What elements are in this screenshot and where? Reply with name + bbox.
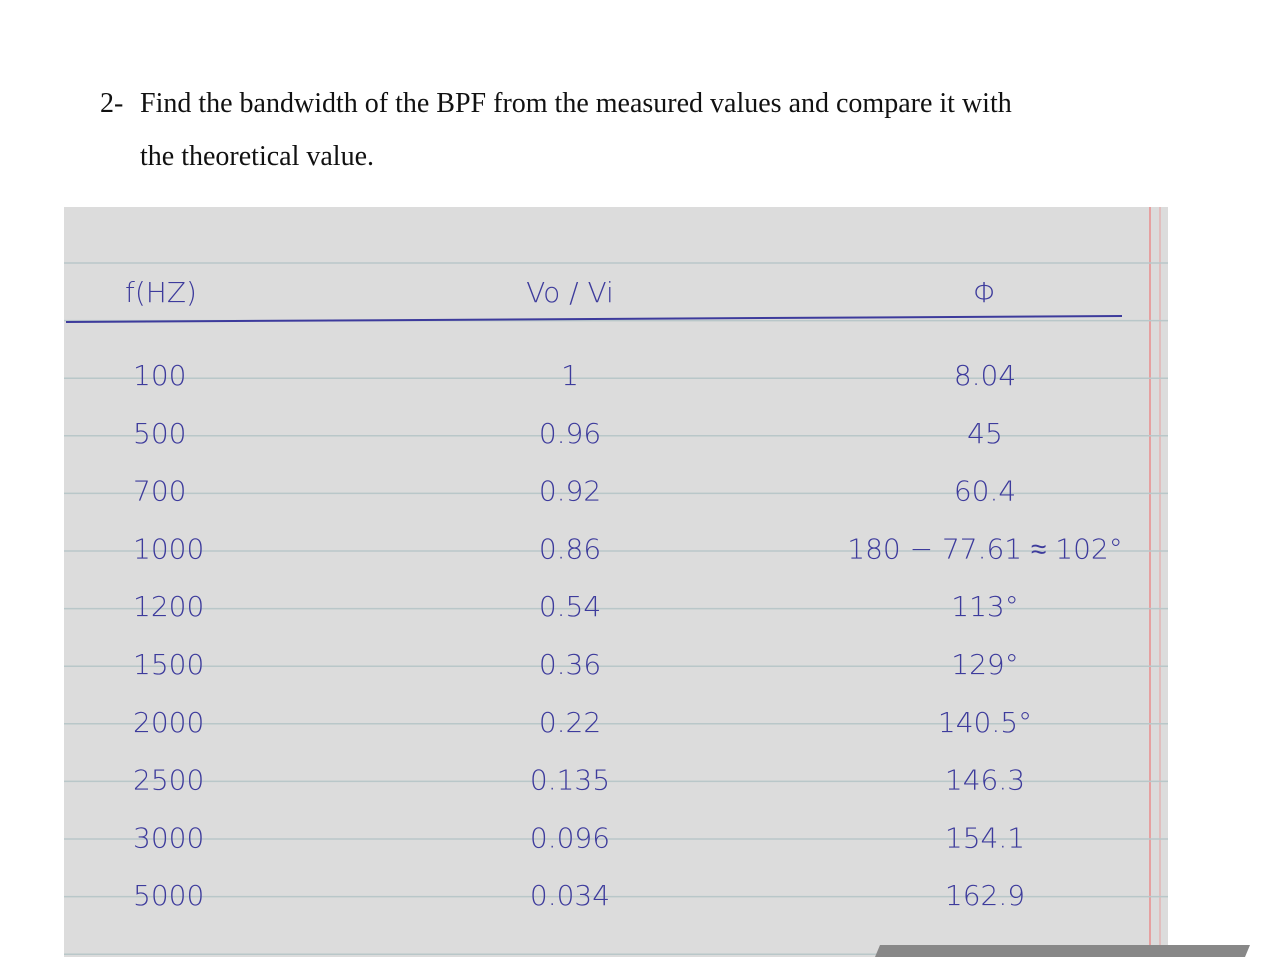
- table-cell: 3000: [133, 821, 204, 854]
- question-text: Find the bandwidth of the BPF from the m…: [140, 88, 1012, 119]
- table-cell: 5000: [133, 879, 204, 912]
- table-cell: 45: [967, 417, 1003, 450]
- table-cell: 100: [133, 359, 186, 392]
- table-cell: 1000: [133, 532, 204, 565]
- table-cell: 0.22: [539, 706, 601, 739]
- table-cell: 0.034: [530, 879, 610, 912]
- photo-edge: [875, 945, 1250, 957]
- column-header: Φ: [973, 276, 997, 309]
- table-cell: 146.3: [945, 764, 1025, 797]
- table-cell: 60.4: [954, 475, 1016, 508]
- column-header: Vo / Vi: [526, 276, 614, 309]
- table-cell: 2000: [133, 706, 204, 739]
- header-underline: [65, 315, 1123, 323]
- table-cell: 162.9: [945, 879, 1025, 912]
- table-cell: 0.92: [539, 475, 601, 508]
- table-cell: 0.36: [539, 648, 601, 681]
- table-cell: 700: [133, 475, 186, 508]
- table-cell: 0.135: [530, 764, 610, 797]
- table-cell: 140.5°: [938, 706, 1032, 739]
- table-cell: 0.96: [539, 417, 601, 450]
- table-cell: 1200: [133, 590, 204, 623]
- question-number: 2-: [100, 88, 124, 119]
- table-cell: 0.54: [539, 590, 601, 623]
- table-cell: 0.096: [530, 821, 610, 854]
- column-header: f(HZ): [125, 276, 197, 309]
- table-cell: 8.04: [954, 359, 1016, 392]
- table-cell: 1: [561, 359, 579, 392]
- table-cell: 129°: [951, 648, 1018, 681]
- table-cell: 180 − 77.61 ≈ 102°: [847, 532, 1122, 565]
- table-cell: 2500: [133, 764, 204, 797]
- question-text: the theoretical value.: [140, 141, 374, 172]
- table-cell: 500: [133, 417, 186, 450]
- table-cell: 0.86: [539, 532, 601, 565]
- table-cell: 113°: [951, 590, 1018, 623]
- table-cell: 1500: [133, 648, 204, 681]
- paper: [64, 207, 1168, 957]
- table-cell: 154.1: [945, 821, 1025, 854]
